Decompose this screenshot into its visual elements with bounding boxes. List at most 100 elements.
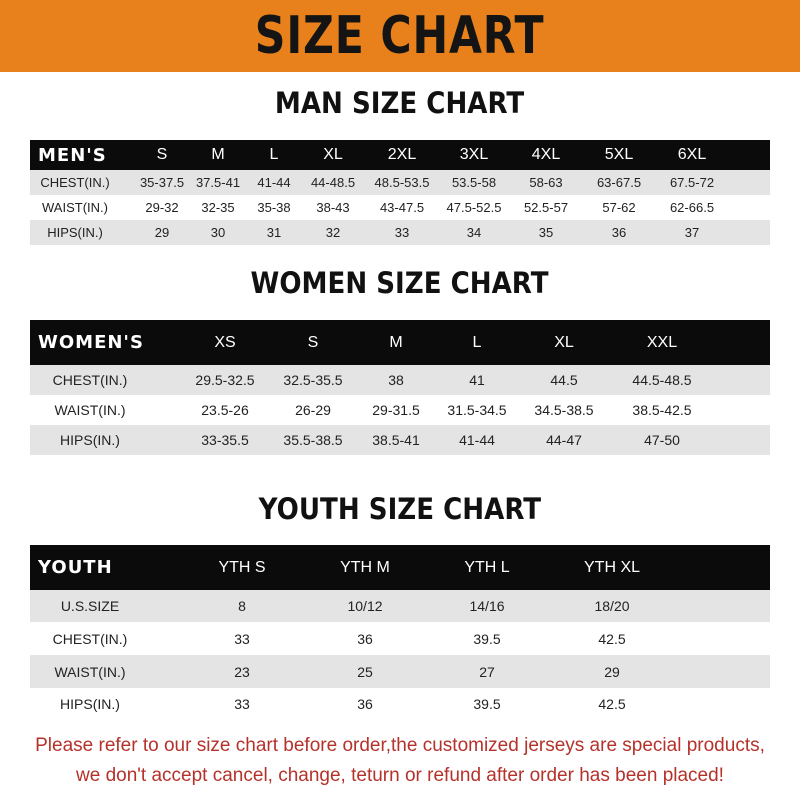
size-cell: 63-67.5 [596,175,642,190]
size-cell: 47-50 [644,432,680,448]
size-cell: 18/20 [594,598,630,614]
table-row: U.S.SIZE 8 10/12 14/16 18/20 [30,590,770,622]
size-cell: YTH XL [583,558,641,576]
row-label: CHEST(IN.) [40,175,110,190]
size-cell: XS [214,333,236,351]
size-cell: 33 [394,225,410,240]
size-cell: 29.5-32.5 [195,372,255,388]
size-cell: 57-62 [602,200,636,215]
row-label: U.S.SIZE [60,598,120,614]
row-label: HIPS(IN.) [60,432,120,448]
size-cell: 25 [357,663,373,680]
size-cell: 41-44 [459,432,495,448]
size-cell: M [389,333,403,351]
size-cell: 32-35 [201,200,235,215]
table-row: CHEST(IN.) 35-37.5 37.5-41 41-44 44-48.5 48.5… [30,170,770,195]
men-section-title: MAN SIZE CHART [275,86,525,120]
table-row: HIPS(IN.) 33 36 39.5 42.5 [30,688,770,720]
row-label: HIPS(IN.) [47,225,103,240]
size-cell: L [269,146,279,163]
banner-title: SIZE CHART [255,6,545,66]
size-cell: 29-31.5 [372,402,420,418]
size-cell: 34.5-38.5 [534,402,594,418]
size-cell: YTH L [464,558,510,576]
size-cell: 4XL [531,146,561,163]
row-label: WAIST(IN.) [42,200,108,215]
size-cell: L [472,333,482,351]
row-label: YOUTH [38,557,113,578]
size-cell: 36 [357,630,373,647]
size-cell: 2XL [387,146,417,163]
size-cell: 8 [238,598,246,614]
size-cell: 31.5-34.5 [447,402,507,418]
size-cell: 44.5 [550,372,578,388]
size-cell: 47.5-52.5 [446,200,502,215]
women-section-title: WOMEN SIZE CHART [251,266,549,300]
size-cell: 38-43 [316,200,350,215]
size-cell: XL [554,333,574,351]
size-cell: 38.5-42.5 [632,402,692,418]
size-cell: 29 [154,225,170,240]
size-cell: YTH S [218,558,266,576]
size-cell: 3XL [459,146,489,163]
size-cell: 23 [234,663,250,680]
size-cell: 5XL [604,146,634,163]
header-row: WOMEN'S XS S M L XL XXL [30,320,770,365]
table-row: CHEST(IN.) 29.5-32.5 32.5-35.5 38 41 44.5 44.5… [30,365,770,395]
size-cell: 6XL [677,146,707,163]
size-cell: 30 [210,225,226,240]
size-cell: 42.5 [598,696,626,712]
table-row: HIPS(IN.) 33-35.5 35.5-38.5 38.5-41 41-44 44-… [30,425,770,455]
row-label: WAIST(IN.) [54,402,126,418]
size-cell: XL [323,146,343,163]
row-label: CHEST(IN.) [52,630,128,647]
table-row: HIPS(IN.) 29 30 31 32 33 34 35 36 37 [30,220,770,245]
size-cell: 33 [234,630,250,647]
size-cell: YTH M [340,558,390,576]
size-cell: 38.5-41 [372,432,420,448]
size-cell: 32 [325,225,341,240]
size-cell: M [211,146,225,163]
size-cell: 41 [469,372,485,388]
size-cell: 27 [479,663,495,680]
size-cell: 52.5-57 [523,200,569,215]
table-row: WAIST(IN.) 23.5-26 26-29 29-31.5 31.5-34.5 34… [30,395,770,425]
size-cell: 35.5-38.5 [283,432,343,448]
size-cell: 37.5-41 [195,175,241,190]
size-cell: 32.5-35.5 [283,372,343,388]
size-cell: 36 [611,225,627,240]
size-cell: 36 [357,696,373,712]
size-cell: 44.5-48.5 [632,372,692,388]
header-row: YOUTH YTH S YTH M YTH L YTH XL [30,545,770,590]
table-row: WAIST(IN.) 23 25 27 29 [30,655,770,688]
size-cell: 29 [604,663,620,680]
size-chart-banner: SIZE CHART [0,0,800,72]
size-cell: 33 [234,696,250,712]
size-cell: 58-63 [529,175,563,190]
size-cell: 37 [684,225,700,240]
size-cell: 29-32 [145,200,179,215]
size-cell: 39.5 [473,696,501,712]
size-cell: 67.5-72 [669,175,715,190]
size-cell: 33-35.5 [201,432,249,448]
size-cell: 35 [538,225,554,240]
size-cell: 41-44 [257,175,291,190]
notice-line-1: Please refer to our size chart before or… [35,735,765,756]
size-cell: 31 [266,225,282,240]
size-cell: 42.5 [598,630,626,647]
size-cell: 44-47 [546,432,582,448]
size-cell: 53.5-58 [451,175,497,190]
size-cell: 35-37.5 [139,175,185,190]
size-cell: 44-48.5 [310,175,356,190]
size-cell: 62-66.5 [669,200,715,215]
size-cell: 43-47.5 [379,200,425,215]
size-cell: 10/12 [347,598,383,614]
row-label: HIPS(IN.) [60,696,120,712]
size-cell: 38 [388,372,404,388]
size-cell: 23.5-26 [201,402,249,418]
notice-line-2: we don't accept cancel, change, teturn o… [76,765,724,786]
size-cell: 34 [466,225,482,240]
size-cell: S [307,333,319,351]
size-cell: 48.5-53.5 [374,175,430,190]
size-cell: 14/16 [469,598,505,614]
